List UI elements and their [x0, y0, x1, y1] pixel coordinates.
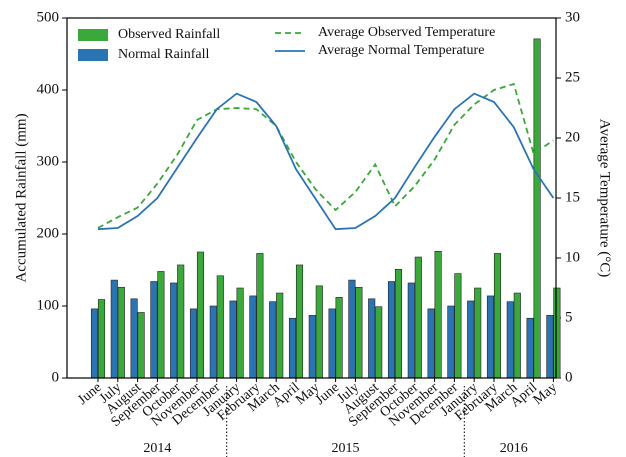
bar — [486, 295, 495, 379]
y-tick-label: 100 — [37, 297, 60, 313]
bar — [414, 256, 422, 379]
legend-label: Average Observed Temperature — [318, 25, 495, 40]
bar — [394, 268, 403, 379]
bar — [467, 300, 475, 379]
bar — [427, 308, 435, 379]
bar — [137, 312, 145, 379]
y2-tick-label: 20 — [565, 129, 580, 145]
year-label: 2014 — [143, 441, 171, 456]
bar — [295, 264, 304, 379]
bar — [553, 287, 561, 379]
y-axis-label: Accumulated Rainfall (mm) — [13, 113, 29, 282]
bar — [269, 301, 277, 379]
bar — [533, 38, 541, 379]
bar — [236, 287, 244, 379]
bar — [387, 281, 396, 379]
bar — [157, 271, 165, 379]
legend-label: Normal Rainfall — [118, 47, 209, 62]
bar — [196, 251, 205, 379]
bar — [97, 299, 106, 379]
legend-label: Average Normal Temperature — [318, 43, 484, 58]
bar — [407, 282, 415, 379]
x-tick-label: May — [531, 380, 560, 408]
bar — [90, 308, 99, 379]
y2-tick-label: 30 — [565, 9, 580, 25]
bar — [348, 279, 356, 379]
y2-tick-label: 0 — [565, 369, 573, 385]
y-tick-label: 400 — [37, 81, 60, 97]
bar — [110, 279, 118, 379]
y-tick-label: 300 — [37, 153, 60, 169]
y2-tick-label: 10 — [565, 249, 580, 265]
bar — [170, 282, 178, 379]
bar — [368, 298, 376, 379]
bar — [189, 308, 198, 379]
y-tick-label: 500 — [37, 9, 60, 25]
legend-swatch — [78, 49, 108, 61]
y2-tick-label: 25 — [565, 69, 580, 85]
bar — [454, 273, 462, 379]
bar — [526, 317, 534, 379]
bar — [447, 305, 455, 379]
plot-frame — [66, 17, 557, 379]
bar — [335, 297, 343, 379]
bar — [315, 285, 323, 379]
y2-tick-label: 15 — [565, 189, 580, 205]
bar — [276, 292, 284, 379]
bar — [150, 281, 158, 379]
bar — [434, 250, 442, 379]
year-label: 2015 — [332, 441, 360, 456]
bar — [209, 305, 217, 379]
bar — [328, 308, 336, 379]
bar — [288, 317, 297, 379]
bar — [256, 253, 264, 379]
bar — [308, 315, 316, 379]
legend-label: Observed Rainfall — [118, 27, 220, 42]
y-tick-label: 0 — [52, 369, 60, 385]
line — [97, 92, 555, 231]
bar — [375, 306, 383, 379]
legend-swatch — [78, 29, 108, 41]
bar — [249, 295, 257, 379]
bar — [474, 287, 482, 379]
bar — [117, 286, 125, 379]
bar — [177, 264, 185, 379]
bar — [513, 292, 521, 379]
bar — [355, 286, 363, 379]
bar — [229, 300, 237, 379]
bar — [216, 275, 224, 379]
bar — [130, 298, 138, 379]
y-tick-label: 200 — [37, 225, 60, 241]
y2-tick-label: 5 — [565, 309, 573, 325]
bar — [506, 301, 514, 379]
bar — [546, 315, 554, 379]
year-label: 2016 — [500, 441, 528, 456]
y2-axis-label: Average Temperature (°C) — [597, 119, 613, 277]
bar — [493, 253, 502, 379]
line — [97, 82, 554, 229]
